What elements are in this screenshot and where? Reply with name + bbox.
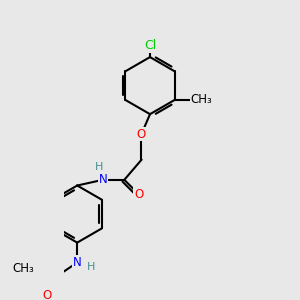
Text: N: N — [73, 256, 82, 269]
Text: CH₃: CH₃ — [13, 262, 34, 275]
Text: O: O — [137, 128, 146, 141]
Text: H: H — [94, 162, 103, 172]
Text: N: N — [98, 173, 107, 186]
Text: H: H — [87, 262, 96, 272]
Text: Cl: Cl — [144, 39, 156, 52]
Text: O: O — [134, 188, 143, 201]
Text: CH₃: CH₃ — [190, 93, 212, 106]
Text: O: O — [43, 289, 52, 300]
